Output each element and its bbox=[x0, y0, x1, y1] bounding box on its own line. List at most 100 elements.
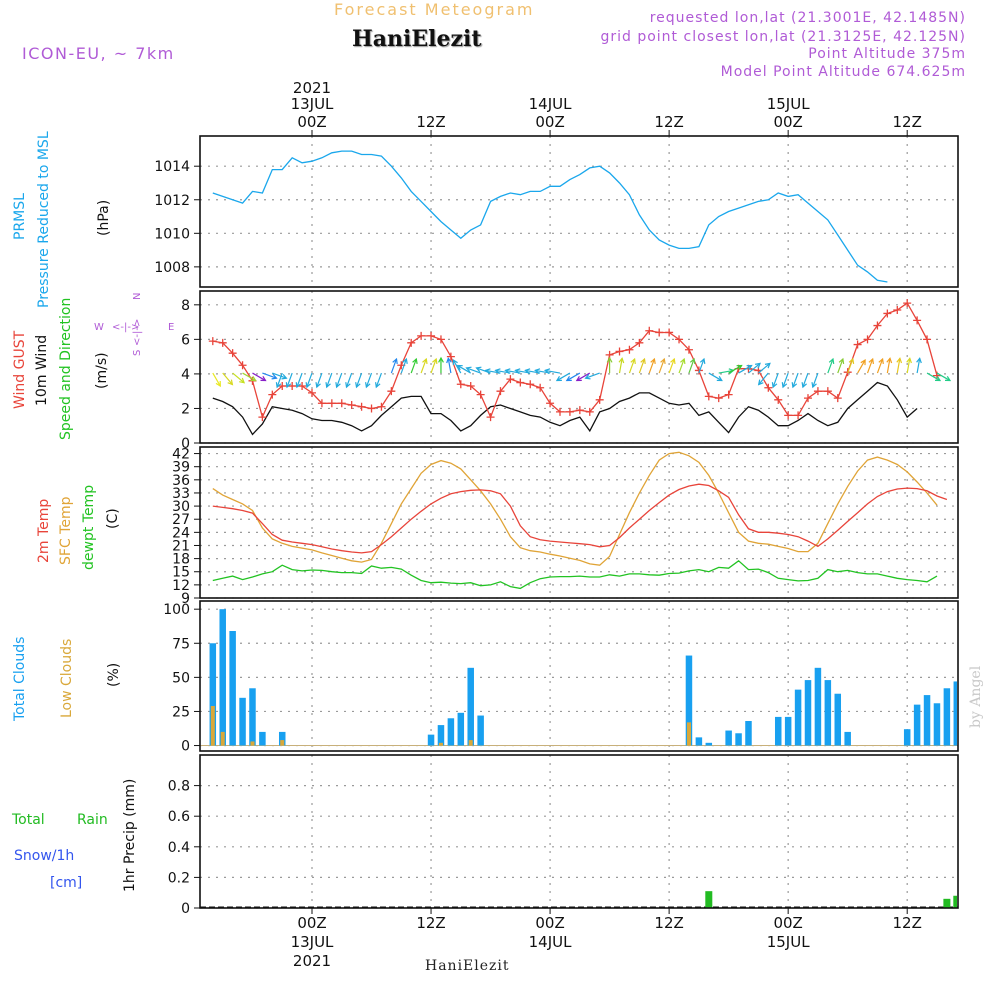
low-cloud-bar bbox=[250, 741, 255, 746]
precip-snow-label: Snow/1h bbox=[14, 848, 74, 864]
total-cloud-bar bbox=[735, 733, 742, 746]
wind-direction-arrowhead bbox=[868, 357, 874, 364]
wind-direction-arrowhead bbox=[699, 357, 706, 364]
wind-direction-arrowhead bbox=[606, 356, 613, 363]
panel-frames bbox=[199, 135, 959, 909]
wind-direction-arrowhead bbox=[534, 368, 541, 375]
y-tick-label: 9 bbox=[181, 591, 190, 607]
wind-gust-line-marker bbox=[774, 395, 783, 404]
y-tick-label: 24 bbox=[172, 525, 190, 541]
y-tick-label: 6 bbox=[181, 332, 190, 348]
wind-gust-line-marker bbox=[308, 388, 316, 397]
wind-direction-arrowhead bbox=[811, 382, 817, 389]
bottom-time-label: 12Z bbox=[416, 914, 445, 932]
wind-gust-line-marker bbox=[813, 387, 822, 396]
pressure-label-desc: Pressure Reduced to MSL bbox=[36, 131, 52, 308]
temp-unit: (C) bbox=[105, 508, 121, 529]
wind-direction-arrowhead bbox=[689, 357, 696, 364]
data-layer bbox=[200, 150, 958, 908]
wind-gust-line-marker bbox=[417, 331, 426, 340]
wind-direction-arrowhead bbox=[934, 375, 942, 382]
wind-direction-arrow bbox=[566, 372, 581, 382]
total-cloud-bar bbox=[903, 729, 911, 746]
wind-gust-line-marker bbox=[387, 387, 396, 396]
y-tick-label: 0 bbox=[181, 901, 190, 917]
wind-gust-line-marker bbox=[883, 309, 892, 318]
y-tick-label: 39 bbox=[172, 460, 190, 476]
top-time-label: 00Z bbox=[535, 113, 564, 131]
wind-direction-arrowhead bbox=[412, 357, 418, 364]
total-cloud-bar bbox=[447, 718, 455, 746]
y-tick-label: 1014 bbox=[154, 159, 190, 175]
wind-gust-line-marker bbox=[298, 382, 307, 390]
total-cloud-bar bbox=[477, 715, 484, 746]
precip-axis-label: 1hr Precip (mm) bbox=[122, 779, 138, 892]
y-tick-label: 0.4 bbox=[168, 840, 190, 856]
y-tick-label: 1010 bbox=[154, 226, 190, 242]
total-cloud-bar bbox=[249, 688, 256, 746]
y-tick-label: 50 bbox=[172, 670, 190, 686]
wind-direction-arrow bbox=[758, 372, 769, 385]
byline: by Angel bbox=[968, 665, 984, 728]
axes-layer: 1008101010121014024689121518212427303336… bbox=[154, 79, 922, 970]
total-cloud-bar bbox=[725, 730, 732, 746]
wind-gust-line-marker bbox=[456, 380, 465, 389]
wind-direction-arrowhead bbox=[215, 380, 221, 388]
wind-direction-arrowhead bbox=[886, 357, 893, 364]
total-cloud-bar bbox=[219, 609, 226, 746]
wind-gust-line-marker bbox=[655, 328, 664, 337]
y-tick-label: 75 bbox=[172, 636, 190, 652]
wind-gust-line-marker bbox=[595, 395, 604, 404]
wind-direction-arrow bbox=[355, 372, 363, 388]
wind-gust-line-marker bbox=[794, 411, 803, 420]
wind-direction-arrowhead bbox=[736, 364, 743, 371]
total-cloud-bar bbox=[278, 731, 286, 746]
pressure-unit: (hPa) bbox=[96, 200, 112, 236]
total-cloud-bar bbox=[933, 703, 941, 746]
wind-direction-arrow bbox=[688, 358, 695, 374]
wind-direction-arrowhead bbox=[432, 357, 438, 364]
sfc-temp-line bbox=[212, 451, 938, 566]
top-time-label: 15JUL bbox=[767, 95, 810, 113]
wind-direction-arrowhead bbox=[335, 382, 341, 389]
wind-gust-line-marker bbox=[615, 347, 624, 356]
wind-direction-arrowhead bbox=[896, 357, 903, 364]
total-cloud-bar bbox=[834, 693, 842, 746]
compass-e: E bbox=[168, 322, 174, 333]
dewpoint-line bbox=[212, 559, 938, 590]
wind-gust-line-marker bbox=[486, 413, 495, 422]
bottom-time-label: 12Z bbox=[893, 914, 922, 932]
wind-direction-arrowhead bbox=[227, 379, 234, 386]
clouds-low-label: Low Clouds bbox=[59, 639, 75, 718]
wind-gust-line-marker bbox=[863, 335, 872, 344]
wind-direction-arrow bbox=[375, 372, 383, 388]
wind-gust-line-marker bbox=[665, 328, 674, 337]
wind-direction-arrowhead bbox=[250, 375, 257, 382]
wind-gust-line-marker bbox=[357, 402, 366, 411]
wind-gust-line-marker bbox=[476, 390, 485, 399]
wind-gust-line-marker bbox=[853, 340, 862, 349]
wind-gust-line-marker bbox=[367, 404, 376, 413]
wind-direction-arrow bbox=[430, 358, 437, 374]
total-cloud-bar bbox=[794, 689, 802, 746]
y-tick-label: 36 bbox=[172, 473, 190, 489]
wind-gust-line-marker bbox=[784, 411, 793, 420]
wind-direction-arrow bbox=[847, 358, 854, 374]
wind-direction-arrow bbox=[827, 358, 834, 374]
wind-direction-arrow bbox=[758, 362, 771, 374]
wind-direction-arrow bbox=[242, 372, 256, 382]
y-tick-label: 1008 bbox=[154, 260, 190, 276]
wind-direction-arrow bbox=[262, 372, 277, 379]
bottom-time-label: 00Z bbox=[773, 914, 802, 932]
compass-arrows-h: <-|-> bbox=[112, 322, 139, 333]
wind-direction-arrow bbox=[658, 358, 665, 374]
panel-frame bbox=[199, 446, 959, 599]
wind-gust-line-marker bbox=[764, 383, 773, 392]
low-cloud-bar bbox=[210, 706, 215, 746]
wind-direction-arrow bbox=[365, 372, 373, 388]
wind-direction-arrowhead bbox=[878, 357, 884, 364]
wind-direction-arrowhead bbox=[305, 382, 311, 389]
y-tick-label: 0 bbox=[181, 436, 190, 452]
wind-direction-arrow bbox=[447, 358, 452, 374]
wind-gust-line-marker bbox=[873, 321, 882, 330]
